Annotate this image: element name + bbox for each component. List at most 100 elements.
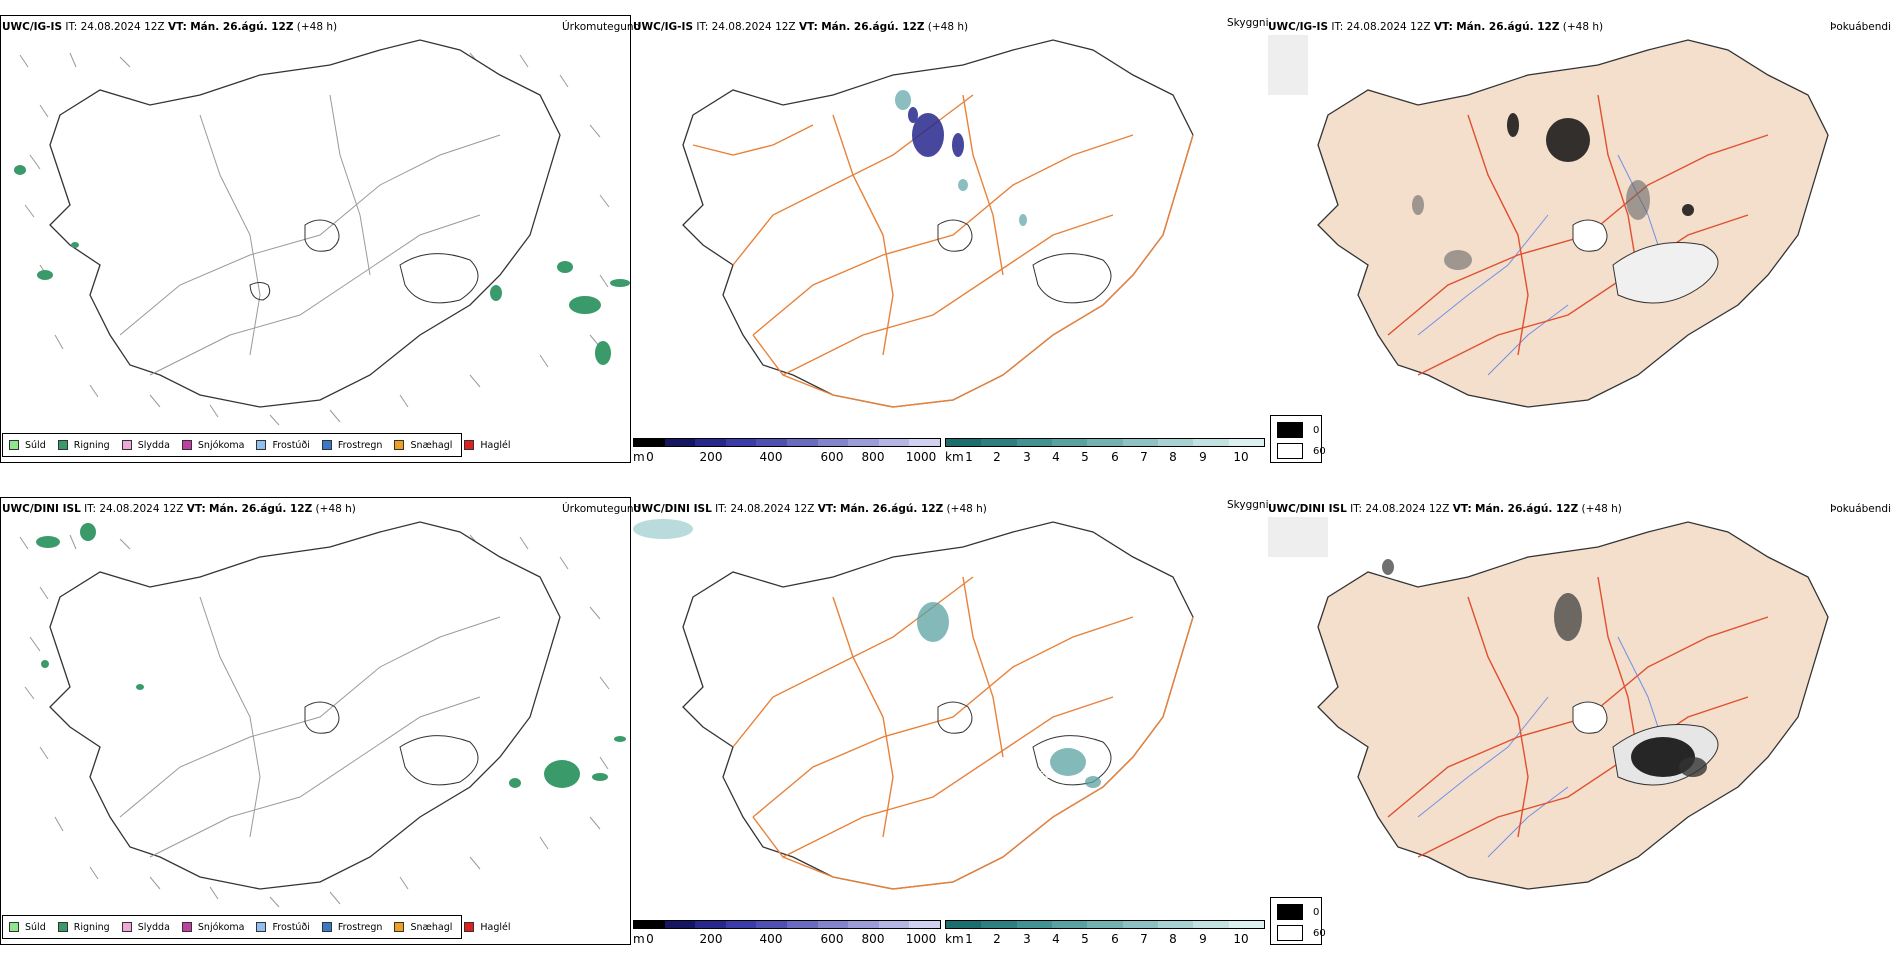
panel-title-cloud-row1: Þokuábendi xyxy=(1830,21,1891,33)
ptype-item: Rigning xyxy=(57,440,110,451)
fog-legend-item: 0 xyxy=(1277,422,1319,438)
ptype-swatch xyxy=(394,440,405,450)
vis-tick: 4 xyxy=(1052,932,1060,946)
height-unit: m xyxy=(633,932,645,946)
ptype-legend-row2: Súld Rigning Slydda Snjókoma Frostúði Fr… xyxy=(2,915,511,939)
ptype-item: Snæhagl xyxy=(394,440,452,451)
height-tick: 800 xyxy=(861,932,885,946)
height-tick: 200 xyxy=(699,450,723,464)
height-colorbar-row1: m 0 200 400 600 800 1000 xyxy=(633,438,941,474)
height-tick: 1000 xyxy=(905,932,937,946)
fog-swatch xyxy=(1277,443,1303,459)
vis-tick: 3 xyxy=(1023,932,1031,946)
visibility-tick-labels: 1 2 3 4 5 6 7 8 9 10 xyxy=(945,932,1265,948)
height-tick: 0 xyxy=(646,450,654,464)
height-tick-labels: 0 200 400 600 800 1000 xyxy=(633,932,941,948)
panel-title-cloud-row2: Þokuábendi xyxy=(1830,503,1891,515)
vis-tick: 9 xyxy=(1199,450,1207,464)
precip-map-frame-row1 xyxy=(0,15,631,463)
vis-tick: 8 xyxy=(1169,450,1177,464)
precip-map-frame-row2 xyxy=(0,497,631,945)
height-unit: m xyxy=(633,450,645,464)
iceland-fog-map-row2 xyxy=(1268,517,1829,890)
header-visibility-row2: UWC/DINI ISL IT: 24.08.2024 12Z VT: Mán.… xyxy=(633,503,987,515)
fog-swatch xyxy=(1277,904,1303,920)
fog-legend-item: 0 xyxy=(1277,904,1319,920)
header-precip-row2: UWC/DINI ISL IT: 24.08.2024 12Z VT: Mán.… xyxy=(2,503,356,515)
iceland-precip-map-row2 xyxy=(19,521,626,908)
ptype-swatch xyxy=(121,440,132,450)
visibility-colorbar-strip xyxy=(945,920,1265,929)
ptype-legend-row1: Súld Rigning Slydda Snjókoma Frostúði Fr… xyxy=(2,433,511,457)
visibility-colorbar-strip xyxy=(945,438,1265,447)
vis-tick: 8 xyxy=(1169,932,1177,946)
height-colorbar-row2: m 0 200 400 600 800 1000 xyxy=(633,920,941,956)
fog-swatch xyxy=(1277,422,1303,438)
visibility-tick-labels: 1 2 3 4 5 6 7 8 9 10 xyxy=(945,450,1265,466)
header-precip-row1: UWC/IG-IS IT: 24.08.2024 12Z VT: Mán. 26… xyxy=(2,21,338,33)
panel-title-precip-row2: Úrkomutegund xyxy=(562,503,641,515)
ptype-swatch xyxy=(181,922,192,932)
height-tick: 600 xyxy=(820,450,844,464)
vis-tick: 7 xyxy=(1140,450,1148,464)
vis-tick: 6 xyxy=(1111,450,1119,464)
iceland-fog-map-row1 xyxy=(1268,35,1829,408)
ptype-item: Frostúði xyxy=(256,922,310,933)
vis-tick: 2 xyxy=(993,932,1001,946)
height-tick: 200 xyxy=(699,932,723,946)
visibility-unit: km xyxy=(945,932,964,946)
panel-title-precip-row1: Úrkomutegund xyxy=(562,21,641,33)
ptype-swatch xyxy=(256,922,267,932)
ptype-item: Frostregn xyxy=(321,922,382,933)
ptype-item: Haglél xyxy=(464,440,511,451)
vis-tick: 6 xyxy=(1111,932,1119,946)
ptype-item: Snæhagl xyxy=(394,922,452,933)
vis-tick: 10 xyxy=(1233,932,1249,946)
ptype-item: Snjókoma xyxy=(181,922,244,933)
vis-tick: 5 xyxy=(1081,932,1089,946)
ptype-item: Slydda xyxy=(121,440,170,451)
ptype-swatch xyxy=(256,440,267,450)
height-colorbar-strip xyxy=(633,920,941,929)
ptype-item: Snjókoma xyxy=(181,440,244,451)
panel-title-visibility-row2: Skyggni xyxy=(1227,499,1269,511)
fog-legend-item: 60 xyxy=(1277,925,1326,941)
vis-tick: 1 xyxy=(965,450,973,464)
ptype-swatch xyxy=(464,922,475,932)
iceland-visibility-map-row2: 180 xyxy=(633,519,1194,890)
ptype-item: Súld xyxy=(9,440,46,451)
ptype-swatch xyxy=(9,440,19,450)
height-tick: 1000 xyxy=(905,450,937,464)
height-colorbar-strip xyxy=(633,438,941,447)
ptype-swatch xyxy=(394,922,405,932)
vis-tick: 4 xyxy=(1052,450,1060,464)
ptype-swatch xyxy=(181,440,192,450)
vis-tick: 9 xyxy=(1199,932,1207,946)
ptype-item: Frostregn xyxy=(321,440,382,451)
fog-legend-row2: 0 60 xyxy=(1270,897,1326,945)
height-tick-labels: 0 200 400 600 800 1000 xyxy=(633,450,941,466)
visibility-colorbar-row2: km 1 2 3 4 5 6 7 8 9 10 xyxy=(945,920,1265,956)
ptype-swatch xyxy=(321,922,332,932)
vis-tick: 1 xyxy=(965,932,973,946)
vis-tick: 7 xyxy=(1140,932,1148,946)
ptype-swatch xyxy=(57,922,68,932)
ptype-swatch xyxy=(9,922,19,932)
ptype-swatch xyxy=(464,440,475,450)
visibility-colorbar-row1: km 1 2 3 4 5 6 7 8 9 10 xyxy=(945,438,1265,474)
height-tick: 800 xyxy=(861,450,885,464)
header-cloud-row1: UWC/IG-IS IT: 24.08.2024 12Z VT: Mán. 26… xyxy=(1268,21,1604,33)
panel-title-visibility-row1: Skyggni xyxy=(1227,17,1269,29)
vis-tick: 2 xyxy=(993,450,1001,464)
height-tick: 400 xyxy=(759,450,783,464)
ptype-item: Frostúði xyxy=(256,440,310,451)
ptype-swatch xyxy=(121,922,132,932)
fog-legend-item: 60 xyxy=(1277,443,1326,459)
fog-legend-row1: 0 60 xyxy=(1270,415,1326,463)
height-tick: 400 xyxy=(759,932,783,946)
ptype-item: Rigning xyxy=(57,922,110,933)
vis-value-label: 180 xyxy=(1032,770,1051,781)
ptype-swatch xyxy=(321,440,332,450)
height-tick: 0 xyxy=(646,932,654,946)
header-cloud-row2: UWC/DINI ISL IT: 24.08.2024 12Z VT: Mán.… xyxy=(1268,503,1622,515)
